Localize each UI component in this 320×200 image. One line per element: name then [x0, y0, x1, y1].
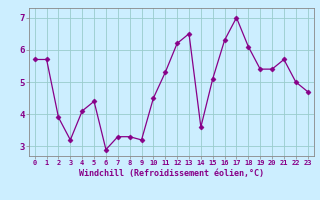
X-axis label: Windchill (Refroidissement éolien,°C): Windchill (Refroidissement éolien,°C): [79, 169, 264, 178]
